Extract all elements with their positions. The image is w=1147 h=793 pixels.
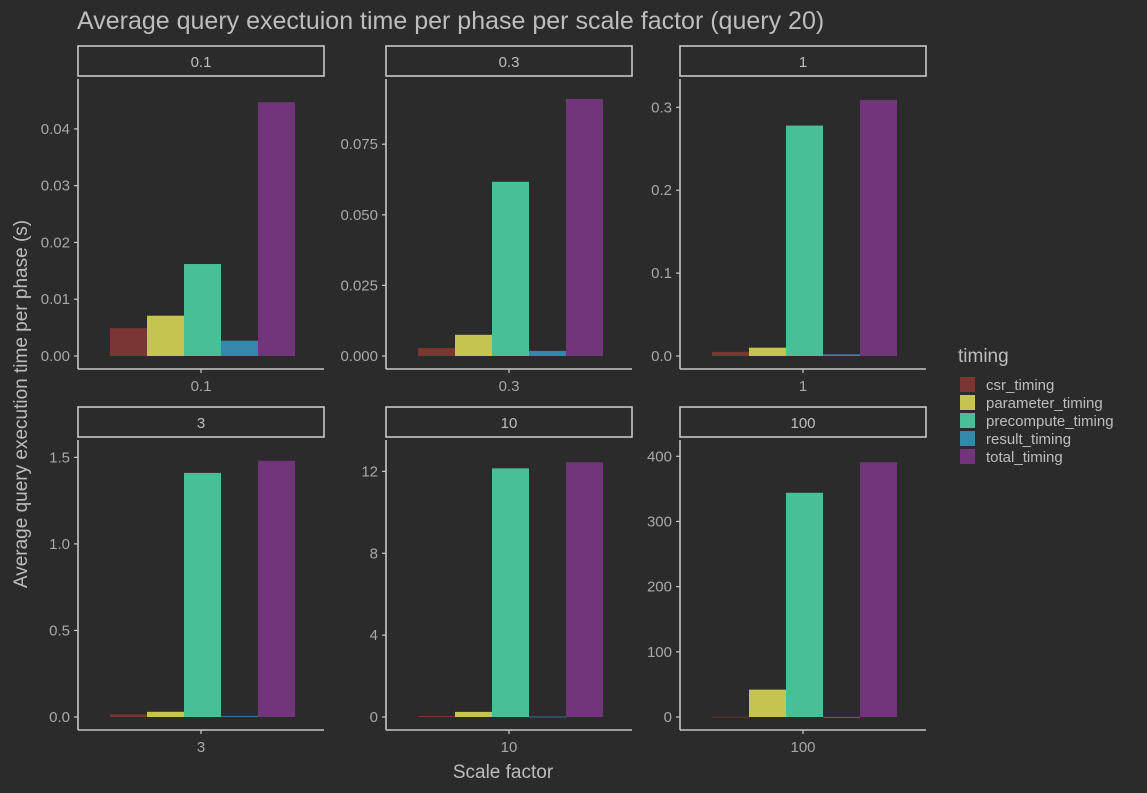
y-tick-label: 200 — [647, 579, 672, 596]
facet-panel: 1 0.0 0.1 0.2 0.3 1 — [651, 45, 927, 395]
bar-csr-timing — [712, 716, 749, 718]
facet-panel: 0.1 0.00 0.01 0.02 0.03 0.04 0.1 — [41, 45, 325, 395]
bar-parameter-timing — [749, 689, 786, 717]
bar-precompute-timing — [492, 181, 529, 356]
facet-strip-label: 0.1 — [191, 54, 212, 71]
facet-strip — [385, 45, 633, 77]
y-tick-label: 0.5 — [49, 622, 70, 639]
legend-swatch-precompute-timing — [960, 413, 975, 428]
bar-precompute-timing — [184, 264, 221, 356]
x-tick-label: 0.1 — [191, 378, 212, 395]
facet-strip — [385, 406, 633, 438]
bar-total-timing — [566, 99, 603, 356]
y-tick-label: 100 — [647, 644, 672, 661]
bar-total-timing — [860, 462, 897, 717]
facet-strip — [77, 45, 325, 77]
bar-result-timing — [221, 716, 258, 717]
x-tick-label: 10 — [501, 739, 518, 756]
y-tick-label: 0.01 — [41, 291, 70, 308]
y-tick-label: 0 — [370, 709, 378, 726]
y-tick-label: 0.025 — [340, 277, 378, 294]
facet-panel: 10 0 4 8 12 10 — [361, 406, 633, 756]
y-tick-label: 1.0 — [49, 536, 70, 553]
facet-strip-label: 100 — [790, 415, 815, 432]
bar-precompute-timing — [492, 468, 529, 717]
bar-total-timing — [566, 462, 603, 717]
y-tick-label: 0.050 — [340, 207, 378, 224]
bar-csr-timing — [110, 328, 147, 356]
y-tick-label: 0 — [664, 709, 672, 726]
y-tick-label: 0.000 — [340, 348, 378, 365]
facet-panels: 0.10.000.010.020.030.040.10.30.0000.0250… — [41, 45, 927, 756]
y-tick-label: 0.04 — [41, 121, 70, 138]
bar-result-timing — [823, 354, 860, 356]
y-tick-label: 300 — [647, 513, 672, 530]
y-tick-label: 0.0 — [651, 348, 672, 365]
legend-label: parameter_timing — [986, 395, 1103, 412]
y-tick-label: 0.02 — [41, 234, 70, 251]
bar-csr-timing — [418, 715, 455, 717]
bar-parameter-timing — [749, 347, 786, 356]
facet-strip-label: 1 — [799, 54, 807, 71]
legend-label: csr_timing — [986, 377, 1054, 394]
y-tick-label: 0.1 — [651, 265, 672, 282]
x-tick-label: 1 — [799, 378, 807, 395]
y-tick-label: 0.3 — [651, 99, 672, 116]
y-tick-label: 12 — [361, 463, 378, 480]
x-tick-label: 0.3 — [499, 378, 520, 395]
bar-precompute-timing — [184, 472, 221, 717]
x-axis-label: Scale factor — [453, 762, 554, 783]
y-tick-label: 0.00 — [41, 348, 70, 365]
legend-swatch-total-timing — [960, 449, 975, 464]
facet-strip-label: 0.3 — [499, 54, 520, 71]
facet-strip — [77, 406, 325, 438]
bar-result-timing — [529, 350, 566, 356]
y-tick-label: 0.0 — [49, 709, 70, 726]
bar-precompute-timing — [786, 492, 823, 717]
facet-strip-label: 3 — [197, 415, 205, 432]
legend-swatch-parameter-timing — [960, 395, 975, 410]
bar-total-timing — [258, 102, 295, 356]
facet-strip — [679, 45, 927, 77]
legend-label: total_timing — [986, 449, 1063, 466]
facet-panel: 3 0.0 0.5 1.0 1.5 3 — [49, 406, 325, 756]
legend-swatch-csr-timing — [960, 377, 975, 392]
bar-parameter-timing — [455, 711, 492, 717]
legend-title: timing — [958, 346, 1009, 367]
bar-csr-timing — [712, 351, 749, 356]
y-tick-label: 8 — [370, 545, 378, 562]
y-axis-label: Average query execution time per phase (… — [11, 220, 32, 588]
bar-total-timing — [258, 460, 295, 717]
facet-panel: 0.3 0.000 0.025 0.050 0.075 0.3 — [340, 45, 633, 395]
bar-parameter-timing — [147, 711, 184, 717]
chart-title: Average query exectuion time per phase p… — [77, 7, 824, 35]
legend-label: precompute_timing — [986, 413, 1114, 430]
x-tick-label: 3 — [197, 739, 205, 756]
y-tick-label: 0.075 — [340, 136, 378, 153]
bar-total-timing — [860, 99, 897, 356]
bar-precompute-timing — [786, 125, 823, 357]
legend: timing csr_timingparameter_timingprecomp… — [958, 346, 1114, 466]
facet-panel: 100 0 100 200 300 400 100 — [647, 406, 927, 756]
y-tick-label: 1.5 — [49, 449, 70, 466]
bar-csr-timing — [418, 348, 455, 356]
y-tick-label: 400 — [647, 448, 672, 465]
y-tick-label: 0.2 — [651, 182, 672, 199]
bar-parameter-timing — [455, 334, 492, 356]
y-tick-label: 0.03 — [41, 178, 70, 195]
bar-csr-timing — [110, 714, 147, 717]
bar-parameter-timing — [147, 315, 184, 356]
legend-items: csr_timingparameter_timingprecompute_tim… — [960, 377, 1114, 466]
facet-strip — [679, 406, 927, 438]
bar-result-timing — [529, 716, 566, 718]
bar-result-timing — [823, 716, 860, 718]
bar-result-timing — [221, 340, 258, 356]
x-tick-label: 100 — [790, 739, 815, 756]
y-tick-label: 4 — [370, 627, 378, 644]
facet-strip-label: 10 — [501, 415, 518, 432]
legend-label: result_timing — [986, 431, 1071, 448]
legend-swatch-result-timing — [960, 431, 975, 446]
